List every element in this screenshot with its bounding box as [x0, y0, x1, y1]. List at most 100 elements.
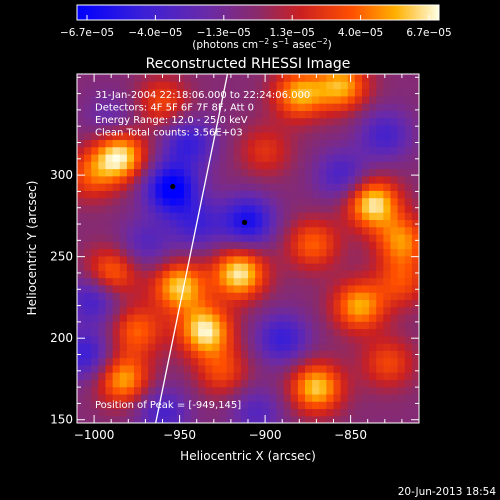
heatmap-cell — [347, 284, 356, 293]
heatmap-cell — [347, 139, 356, 148]
heatmap-cell — [326, 241, 335, 250]
heatmap-cell — [269, 343, 278, 351]
heatmap-cell — [91, 117, 99, 126]
heatmap-cell — [376, 313, 384, 322]
heatmap-cell — [240, 161, 249, 170]
heatmap-cell — [248, 132, 256, 141]
heatmap-cell — [77, 248, 85, 257]
heatmap-cell — [290, 197, 299, 206]
heatmap-cell — [105, 393, 114, 402]
heatmap-cell — [233, 81, 242, 90]
heatmap-cell — [212, 117, 221, 126]
heatmap-cell — [98, 343, 107, 351]
heatmap-cell — [404, 379, 413, 388]
heatmap-cell — [191, 81, 199, 90]
heatmap-cell — [305, 183, 313, 191]
heatmap-cell — [383, 255, 392, 264]
heatmap-cell — [141, 292, 149, 300]
heatmap-cell — [198, 248, 206, 257]
heatmap-cell — [390, 204, 399, 213]
heatmap-cell — [183, 393, 192, 402]
heatmap-cell — [404, 263, 413, 271]
heatmap-cell — [105, 343, 114, 351]
heatmap-cell — [312, 168, 320, 177]
heatmap-cell — [169, 350, 178, 359]
heatmap-cell — [119, 175, 128, 184]
heatmap-cell — [112, 161, 121, 170]
heatmap-cell — [169, 81, 178, 90]
heatmap-cell — [212, 270, 221, 279]
heatmap-cell — [397, 357, 406, 366]
heatmap-cell — [333, 197, 342, 206]
heatmap-cell — [162, 335, 171, 344]
heatmap-cell — [340, 255, 349, 264]
heatmap-cell — [77, 204, 85, 213]
heatmap-cell — [404, 292, 413, 300]
heatmap-cell — [297, 190, 306, 199]
heatmap-cell — [369, 364, 377, 373]
heatmap-cell — [84, 190, 92, 199]
heatmap-cell — [162, 168, 171, 177]
heatmap-cell — [233, 146, 242, 155]
heatmap-cell — [141, 284, 149, 293]
heatmap-cell — [312, 95, 320, 104]
heatmap-cell — [305, 197, 313, 206]
heatmap-cell — [276, 95, 285, 104]
heatmap-cell — [319, 313, 327, 322]
heatmap-cell — [162, 124, 171, 133]
heatmap-cell — [297, 88, 306, 97]
heatmap-cell — [176, 393, 185, 402]
heatmap-cell — [347, 226, 356, 235]
heatmap-cell — [411, 212, 419, 221]
heatmap-cell — [176, 313, 185, 322]
heatmap-cell — [126, 132, 135, 141]
peak-marker — [170, 183, 176, 190]
heatmap-cell — [233, 255, 242, 264]
heatmap-cell — [240, 408, 249, 417]
heatmap-cell — [255, 364, 263, 373]
heatmap-cell — [176, 263, 185, 271]
heatmap-cell — [176, 248, 185, 257]
heatmap-cell — [198, 204, 206, 213]
heatmap-cell — [112, 335, 121, 344]
heatmap-cell — [397, 88, 406, 97]
heatmap-cell — [276, 292, 285, 300]
heatmap-cell — [84, 372, 92, 380]
heatmap-cell — [77, 408, 85, 417]
heatmap-cell — [283, 139, 292, 148]
heatmap-cell — [269, 415, 278, 423]
heatmap-cell — [262, 372, 270, 380]
heatmap-cell — [176, 95, 185, 104]
heatmap-cell — [262, 153, 270, 162]
heatmap-cell — [362, 386, 370, 395]
heatmap-cell — [148, 393, 156, 402]
heatmap-cell — [362, 103, 370, 111]
heatmap-cell — [283, 321, 292, 330]
heatmap-cell — [283, 103, 292, 111]
heatmap-cell — [126, 379, 135, 388]
heatmap-cell — [226, 81, 235, 90]
heatmap-cell — [248, 292, 256, 300]
heatmap-cell — [219, 219, 228, 228]
heatmap-cell — [155, 204, 164, 213]
heatmap-cell — [240, 190, 249, 199]
heatmap-cell — [91, 168, 99, 177]
heatmap-cell — [376, 357, 384, 366]
heatmap-cell — [198, 284, 206, 293]
heatmap-cell — [376, 204, 384, 213]
heatmap-cell — [141, 328, 149, 337]
heatmap-cell — [262, 292, 270, 300]
heatmap-cell — [212, 408, 221, 417]
heatmap-cell — [354, 219, 363, 228]
heatmap-cell — [369, 386, 377, 395]
heatmap-cell — [362, 335, 370, 344]
heatmap-cell — [269, 255, 278, 264]
heatmap-cell — [134, 263, 142, 271]
heatmap-cell — [340, 139, 349, 148]
heatmap-cell — [155, 212, 164, 221]
heatmap-cell — [269, 146, 278, 155]
heatmap-cell — [276, 197, 285, 206]
heatmap-cell — [404, 204, 413, 213]
heatmap-cell — [169, 263, 178, 271]
heatmap-cell — [91, 292, 99, 300]
